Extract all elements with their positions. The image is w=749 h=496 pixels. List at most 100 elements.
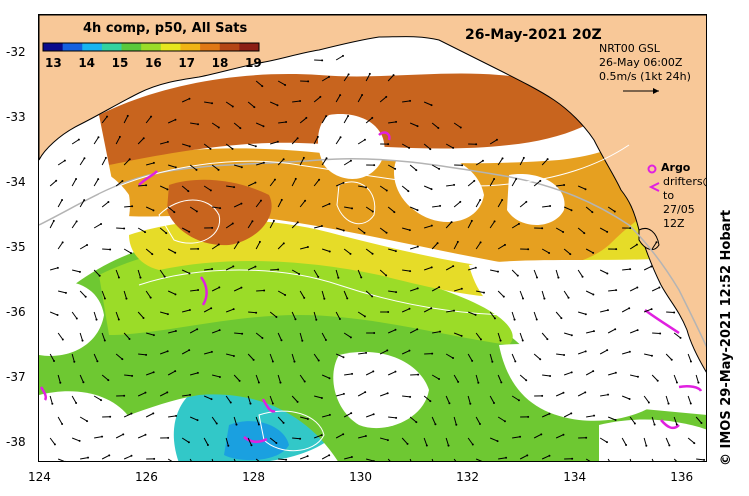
current-vector	[497, 199, 503, 208]
current-vector-head	[385, 95, 388, 98]
current-vector-head	[209, 189, 212, 192]
current-vector-head	[347, 73, 350, 76]
current-vector-head	[103, 339, 106, 342]
current-vector	[225, 395, 232, 403]
current-vector	[423, 143, 431, 150]
current-vector	[696, 458, 705, 461]
current-vector	[556, 353, 565, 356]
current-vector-head	[500, 381, 503, 384]
current-vector	[277, 374, 281, 383]
current-vector-head	[327, 75, 330, 78]
current-vector-head	[363, 315, 366, 318]
current-vector	[189, 328, 198, 334]
current-vector	[431, 458, 434, 461]
current-vector-head	[87, 456, 90, 459]
current-vector-head	[166, 391, 169, 394]
current-vector-head	[303, 296, 306, 299]
current-vector	[475, 160, 484, 166]
current-vector	[204, 351, 212, 355]
current-vector	[467, 395, 471, 404]
current-vector-head	[211, 102, 214, 105]
current-vector	[49, 180, 57, 187]
current-vector-head	[174, 251, 177, 254]
current-vector-head	[585, 436, 588, 439]
current-vector	[211, 329, 220, 334]
current-vector-head	[453, 183, 456, 186]
current-vector	[255, 458, 260, 461]
current-vector	[167, 458, 173, 461]
current-vector	[101, 157, 107, 166]
current-vector-head	[629, 268, 632, 271]
current-vector	[629, 244, 638, 250]
current-vector-head	[499, 339, 502, 342]
current-vector	[533, 353, 541, 360]
current-vector	[225, 437, 229, 446]
current-vector	[101, 332, 106, 341]
current-vector	[57, 374, 61, 383]
current-vector	[233, 374, 240, 382]
current-vector-head	[104, 156, 107, 159]
current-vector-head	[306, 246, 309, 249]
current-vector-head	[473, 179, 476, 182]
current-vector	[643, 395, 650, 403]
current-vector-head	[656, 379, 659, 382]
current-vector-head	[211, 267, 214, 270]
current-vector-head	[73, 360, 76, 363]
current-vector-head	[549, 205, 552, 208]
current-vector-head	[363, 231, 366, 234]
current-vector	[652, 332, 661, 335]
current-vector	[269, 101, 278, 106]
current-vector	[497, 290, 505, 298]
current-vector	[409, 206, 418, 211]
current-vector	[291, 269, 300, 275]
current-vector	[402, 100, 411, 103]
current-vector	[489, 221, 495, 229]
current-vector	[445, 143, 454, 149]
current-vector-head	[430, 104, 433, 107]
current-vector	[519, 332, 524, 341]
current-vector	[607, 458, 610, 461]
current-vector-head	[372, 370, 375, 373]
current-vector-head	[417, 373, 420, 376]
current-vector	[453, 241, 459, 250]
current-vector	[695, 374, 699, 383]
current-vector-head	[452, 357, 455, 360]
current-vector-head	[339, 136, 342, 139]
current-vector	[335, 433, 344, 439]
cloud-gap	[469, 255, 706, 343]
current-vector-head	[319, 95, 322, 98]
current-vector-head	[615, 248, 618, 251]
current-vector-head	[218, 375, 221, 378]
current-vector-head	[97, 136, 100, 139]
current-vector-head	[61, 338, 64, 341]
current-vector	[423, 395, 431, 402]
current-vector-head	[251, 220, 254, 223]
current-vector	[379, 269, 387, 276]
current-vector	[79, 199, 85, 208]
current-vector	[489, 311, 496, 319]
current-vector	[388, 248, 396, 252]
current-vector	[475, 374, 479, 383]
current-vector-head	[416, 125, 419, 128]
y-tick-label: -33	[6, 109, 26, 124]
current-vector-head	[569, 253, 572, 256]
current-vector	[379, 349, 388, 355]
current-vector-head	[55, 179, 58, 182]
current-vector-head	[152, 371, 155, 374]
current-vector	[255, 200, 262, 208]
current-vector	[137, 137, 145, 145]
current-vector-head	[503, 243, 506, 246]
current-vector	[269, 437, 277, 444]
current-vector	[160, 311, 168, 315]
current-vector-head	[209, 147, 212, 150]
current-vector-head	[61, 241, 64, 244]
current-vector-head	[318, 178, 321, 181]
current-vector	[489, 395, 495, 404]
current-vector-head	[349, 159, 352, 162]
current-vector	[49, 353, 55, 362]
current-vector	[387, 164, 396, 170]
current-vector-head	[416, 245, 419, 248]
current-vector-head	[152, 209, 155, 212]
current-vector	[71, 178, 77, 187]
current-vector	[542, 205, 551, 208]
